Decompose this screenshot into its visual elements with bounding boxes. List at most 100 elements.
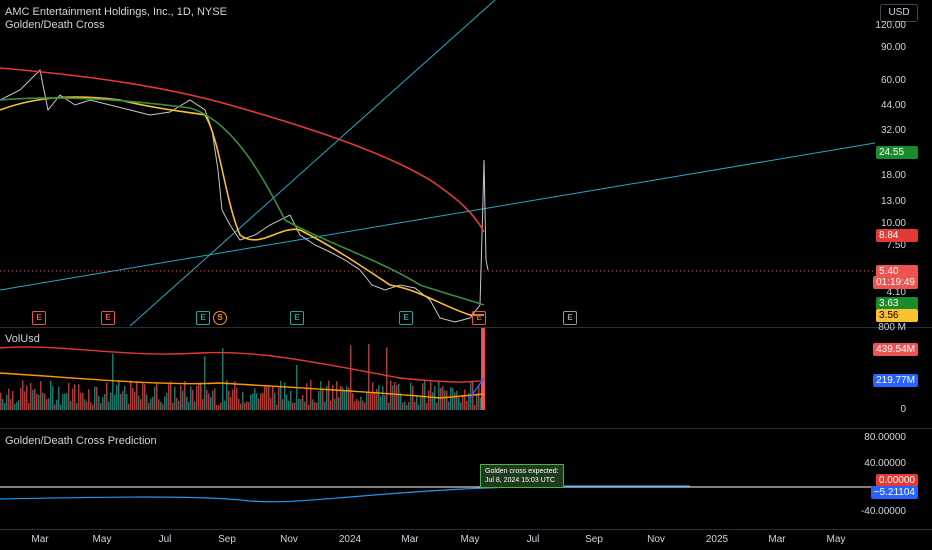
volume-bar [60,404,62,410]
volume-bar [20,388,22,410]
volume-bar [452,387,454,410]
volume-chart[interactable] [0,328,875,428]
volume-bar [54,404,56,410]
volume-bar [280,380,282,410]
volume-bar [144,384,146,410]
earnings-marker[interactable]: E [196,311,210,325]
volume-bar [166,392,168,410]
volume-bar [224,400,226,410]
volume-bar [446,390,448,410]
volume-bar [356,398,358,410]
volume-bar [64,393,66,410]
volume-bar [476,393,478,410]
volume-bar [384,395,386,410]
time-tick: 2024 [338,534,362,545]
earnings-marker[interactable]: E [563,311,577,325]
volume-bar [56,399,58,410]
volume-bar [352,393,354,410]
volume-bar [440,388,442,410]
volume-bar [474,404,476,410]
volume-bar [70,401,72,410]
volume-bar [456,390,458,410]
volume-bar [312,399,314,410]
time-tick: Jul [526,534,540,545]
volume-bar [4,403,6,410]
volume-bar [480,397,482,410]
volume-bar [46,399,48,410]
volume-bar [314,402,316,410]
volume-bar [366,392,368,410]
volume-bar [362,400,364,410]
currency-button[interactable]: USD [880,4,918,22]
volume-bar [130,380,132,410]
volume-bar [234,381,236,410]
price-tick: 120.00 [875,20,906,31]
volume-bar [146,394,148,410]
volume-bar [42,392,44,410]
ma-green-tag: 3.63 [876,297,918,310]
volume-bar [288,400,290,410]
price-tick: 7.50 [886,240,906,251]
volume-bar [398,383,400,410]
volume-bar [182,390,184,410]
volume-bar [420,396,422,410]
volume-bar [40,381,42,410]
volume-bar [230,397,232,410]
volume-bar [102,397,104,410]
volume-bar [256,393,258,410]
volume-bar [380,396,382,410]
volume-bar [462,394,464,410]
pred-zero-tag: 0.00000 [875,474,918,487]
volume-bar [154,386,156,410]
volume-bar [386,347,388,410]
volume-bar [406,404,408,410]
volume-bar [82,392,84,410]
time-tick: Mar [31,534,49,545]
volume-bar [76,402,78,410]
volume-bar [108,401,110,410]
earnings-marker[interactable]: E [290,311,304,325]
volume-bar [36,393,38,410]
volume-bar [80,392,82,410]
earnings-marker[interactable]: S [213,311,227,325]
volume-bar [50,380,52,410]
volume-bar [400,393,402,410]
volume-bar [62,393,64,410]
volume-bar [320,381,322,410]
sma-red-line [0,67,485,233]
volume-bar [198,383,200,410]
earnings-marker[interactable]: E [32,311,46,325]
last-price-tag: 5.40 [876,265,918,278]
volume-bar [152,396,154,410]
pane-divider-2 [0,428,932,429]
volume-bar [350,345,352,410]
pred-tick-neg40: -40.00000 [860,506,906,517]
earnings-marker[interactable]: E [399,311,413,325]
volume-bar [194,401,196,410]
volume-bar [382,386,384,410]
volume-bar [220,402,222,410]
earnings-marker[interactable]: E [472,311,486,325]
volume-bar [414,401,416,410]
price-chart[interactable] [0,0,875,326]
volume-bar [338,397,340,410]
volume-bar [264,385,266,410]
volume-bar [342,387,344,410]
golden-cross-tooltip: Golden cross expected: Jul 8, 2024 15:03… [480,464,564,488]
volume-bar [252,393,254,410]
volume-bar [244,402,246,410]
earnings-marker[interactable]: E [101,311,115,325]
volume-bar [170,381,172,410]
volume-bar [122,391,124,410]
time-tick: Mar [401,534,419,545]
volume-bar [38,394,40,410]
volume-bar [412,385,414,410]
volume-bar [96,387,98,410]
volume-bar [358,400,360,410]
pred-tick-40: 40.00000 [864,458,906,469]
volume-bar [260,393,262,410]
volume-bar [240,403,242,410]
prediction-chart[interactable] [0,429,875,529]
volume-bar [184,380,186,410]
volume-bar [238,398,240,410]
